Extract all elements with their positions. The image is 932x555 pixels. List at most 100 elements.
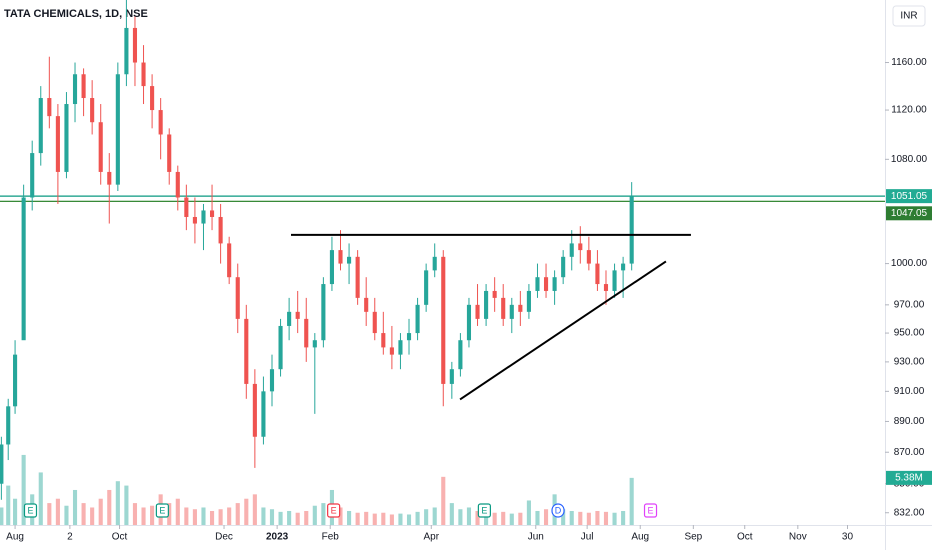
candle-body (406, 333, 412, 341)
volume-bar (415, 511, 420, 525)
volume-bar (535, 510, 540, 525)
candle-body (201, 210, 206, 224)
candle-body (372, 311, 377, 334)
x-tick-label: 2 (67, 532, 73, 543)
y-tick-label: 1000.00 (891, 258, 928, 269)
volume-bar (201, 507, 206, 525)
volume-bar (406, 514, 412, 525)
event-label: E (27, 505, 33, 515)
candle-body (312, 340, 317, 348)
candle-body (347, 256, 352, 264)
volume-bar (543, 509, 549, 525)
candle-body (432, 256, 437, 271)
currency-box[interactable] (892, 5, 926, 27)
volume-bar (261, 507, 266, 525)
candle-body (115, 74, 120, 185)
volume-bar (561, 509, 566, 525)
volume-bar (47, 503, 52, 525)
candle-body (192, 216, 197, 224)
candle-body (304, 318, 309, 348)
x-tick-label: 30 (842, 532, 854, 543)
candle-body (252, 383, 257, 437)
event-label: E (331, 505, 337, 515)
candle-body (6, 406, 11, 445)
volume-bar (278, 511, 283, 525)
candle-body (338, 250, 343, 264)
volume-bar (13, 498, 18, 525)
candle-body (441, 256, 446, 384)
volume-label-box (886, 470, 932, 485)
candle-body (552, 277, 557, 291)
candle-body (466, 304, 472, 341)
volume-bar (381, 512, 386, 525)
volume-bar (124, 485, 129, 525)
candle-body (21, 197, 26, 341)
candle-body (81, 74, 86, 99)
price-label-box (886, 206, 932, 221)
y-tick-label: 870.00 (894, 447, 925, 458)
volume-bar (38, 472, 43, 525)
candle-body (526, 290, 531, 312)
volume-bar (295, 512, 300, 525)
volume-bar (389, 514, 394, 525)
trendline (459, 260, 667, 401)
currency[interactable]: INR (900, 11, 917, 22)
candle-body (167, 134, 172, 172)
volume-bar (98, 498, 103, 525)
volume-bar (372, 513, 377, 525)
x-tick-label: Jul (581, 532, 594, 543)
candle-body (244, 318, 249, 384)
candle-body (501, 297, 506, 319)
volume-bar (227, 507, 232, 525)
y-tick-label: 890.00 (894, 416, 925, 427)
volume-bar (175, 498, 180, 525)
candle-body (13, 354, 18, 407)
volume-bar (603, 511, 609, 525)
candle-body (209, 210, 215, 217)
candle-body (269, 369, 275, 392)
candle-body (287, 311, 292, 326)
volume-bar (218, 509, 223, 525)
candle-body (98, 122, 103, 172)
candle-body (141, 62, 146, 87)
volume-bar (449, 503, 454, 525)
volume-bar (287, 510, 292, 525)
volume-bar (72, 489, 78, 525)
candle-body (458, 340, 463, 370)
candle-body (629, 196, 634, 264)
volume-bar (466, 507, 472, 525)
volume-bar (244, 498, 249, 525)
volume-bar (304, 510, 309, 525)
y-tick-label: 1080.00 (891, 154, 928, 165)
candle-body (424, 270, 429, 305)
candle-body (38, 98, 43, 154)
volume-bar (0, 507, 4, 525)
candle-body (484, 290, 489, 319)
candle-body (509, 304, 514, 319)
candle-body (321, 284, 326, 341)
volume-bar (338, 507, 343, 525)
candle-body (603, 284, 609, 291)
candle-body (227, 243, 232, 278)
volume-bar (192, 509, 197, 525)
volume-bar (55, 498, 60, 525)
candle-body (175, 171, 180, 198)
candle-body (364, 297, 369, 312)
volume-bar (595, 510, 600, 525)
volume-bar (167, 503, 172, 525)
volume-bar (81, 503, 86, 525)
x-tick-label: Aug (631, 532, 649, 543)
event-label: E (159, 505, 165, 515)
volume-bar (458, 509, 463, 525)
candle-body (475, 304, 480, 319)
candle-body (55, 116, 60, 172)
candle-body (381, 333, 386, 348)
candle-body (124, 27, 129, 75)
candle-body (398, 340, 403, 355)
volume-bar (629, 477, 634, 525)
volume-bar (312, 505, 317, 525)
volume-bar (501, 511, 506, 525)
volume-bar (107, 489, 112, 525)
candle-body (72, 74, 78, 105)
